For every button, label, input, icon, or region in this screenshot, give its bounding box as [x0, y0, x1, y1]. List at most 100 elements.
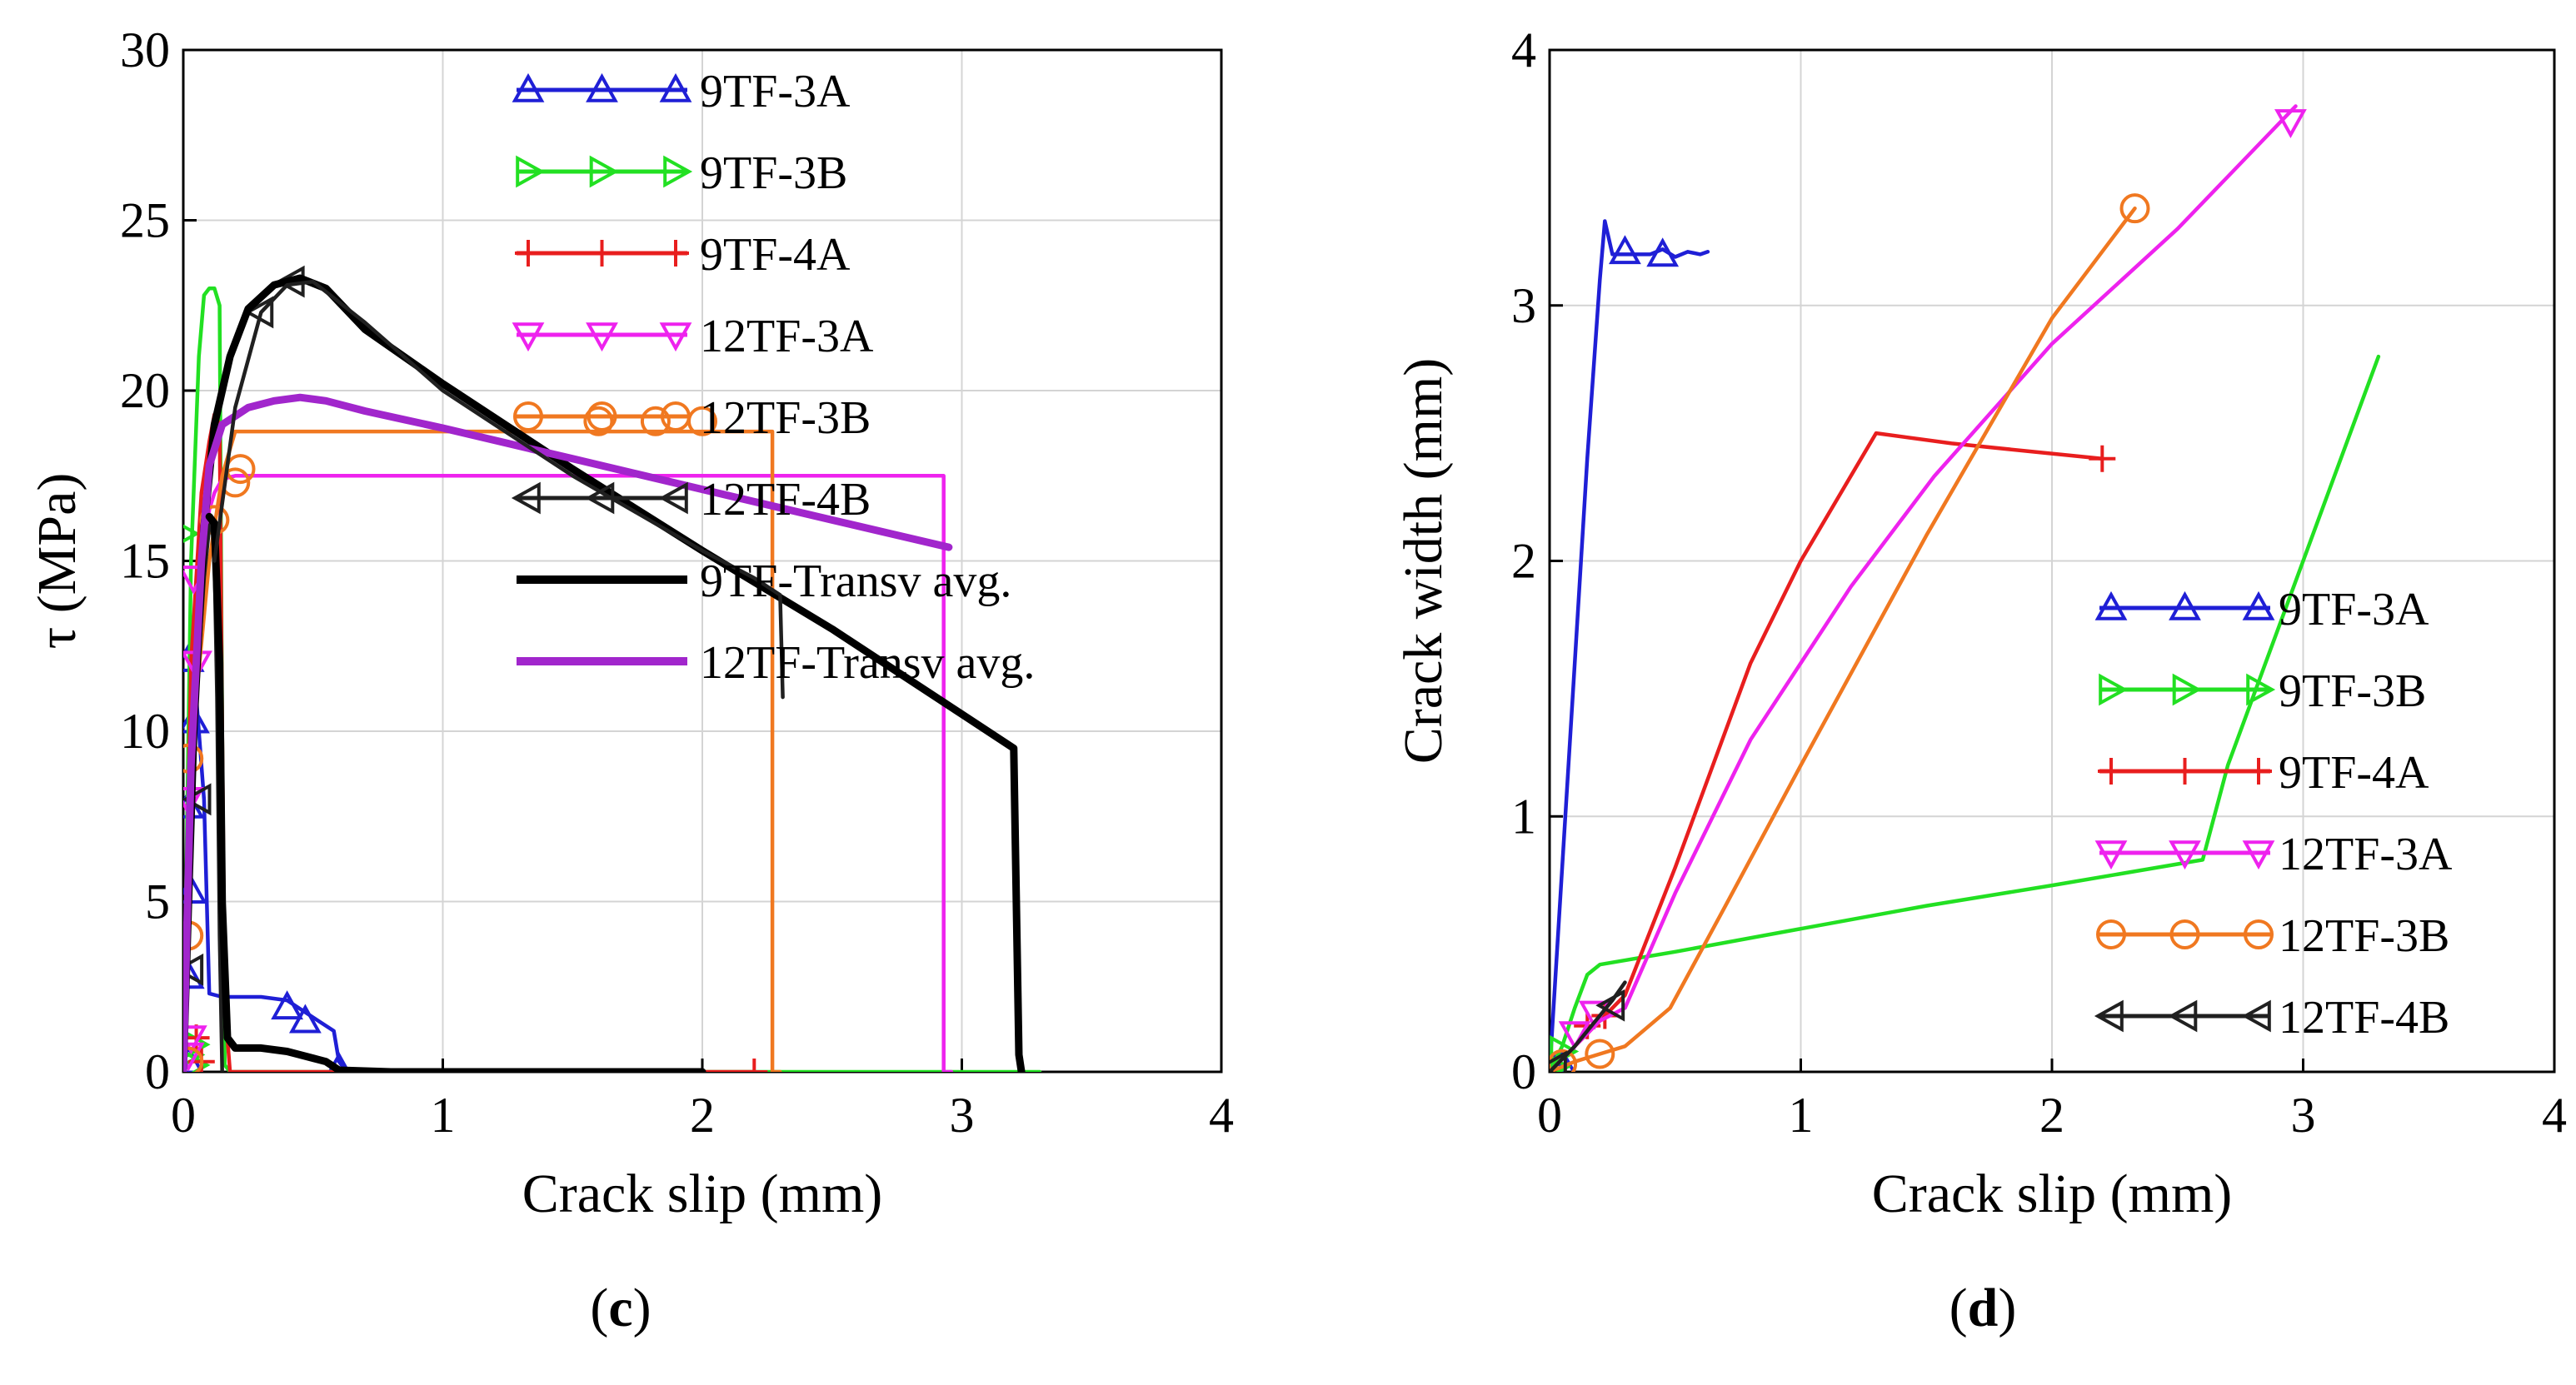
series-line-12tf-3b — [183, 429, 782, 1072]
y-tick-label: 10 — [120, 704, 170, 759]
legend-marker — [511, 481, 541, 515]
data-point-12tf-3a — [2274, 109, 2307, 139]
x-tick-label: 0 — [171, 1088, 196, 1143]
legend-marker — [2241, 999, 2271, 1033]
data-point-12tf-3b — [1550, 1049, 1578, 1072]
legend-marker — [512, 72, 545, 102]
legend-marker — [661, 401, 691, 431]
data-point-12tf-3b — [220, 467, 251, 498]
legend-marker — [2169, 590, 2201, 620]
chart-panel-c: 0 1 2 3 4 0 5 10 15 20 25 30 Crack slip (mm) τ (MPa) 9… — [27, 22, 1234, 1338]
legend-marker — [2094, 590, 2128, 620]
legend-label-12tf-3b: 12TF-3B — [2279, 910, 2449, 962]
x-tick-label: 3 — [2291, 1088, 2316, 1143]
series-line-12tf-4b — [1550, 980, 1627, 1072]
y-tick-label: 15 — [120, 534, 170, 589]
legend-marker — [659, 72, 692, 102]
data-point-12tf-3b — [640, 406, 671, 436]
data-point-9tf-3a — [1646, 237, 1680, 267]
x-tick-label: 4 — [1209, 1088, 1234, 1143]
data-point-9tf-3a — [1609, 235, 1641, 265]
panel-label: (d) — [1949, 1278, 2017, 1338]
data-point-9tf-3b — [183, 524, 201, 543]
legend-marker — [587, 401, 617, 431]
legend-marker — [663, 155, 693, 188]
y-tick-label: 30 — [120, 22, 170, 77]
legend-label-12tf-3a: 12TF-3A — [2279, 829, 2453, 880]
series-line-9tf-3a — [183, 695, 354, 1072]
data-point-9tf-3a — [289, 1004, 322, 1034]
y-tick-label: 2 — [1511, 534, 1536, 589]
x-tick-label: 3 — [950, 1088, 975, 1143]
legend-label-9tf-3b: 9TF-3B — [700, 147, 847, 199]
legend-marker — [662, 240, 689, 267]
y-tick-label: 1 — [1511, 789, 1536, 844]
legend-label-12tf-3b: 12TF-3B — [700, 392, 871, 444]
y-tick-label: 20 — [120, 363, 170, 418]
legend-label-9tf-4a: 9TF-4A — [2279, 747, 2429, 799]
data-point-12tf-3b — [183, 1046, 204, 1072]
legend-label-9tf-3a: 9TF-3A — [2279, 584, 2429, 635]
legend: 9TF-3A 9TF-3B 9TF-4A 12TF-3A 12TF-3B 12TF-4B — [2094, 584, 2453, 1044]
legend-marker — [2242, 590, 2275, 620]
x-tick-label: 0 — [1537, 1088, 1562, 1143]
legend-marker — [2171, 758, 2199, 785]
panel-label: (c) — [590, 1278, 651, 1338]
data-point-12tf-3b — [583, 406, 614, 436]
data-area — [1550, 104, 2381, 1072]
legend-label-12tf-4b: 12TF-4B — [700, 474, 871, 526]
x-tick-label: 1 — [1789, 1088, 1814, 1143]
series-line-9tf-4a — [183, 412, 756, 1072]
legend-marker — [586, 72, 618, 102]
series-line-12tf-transv-avg — [183, 393, 953, 1072]
x-axis-title: Crack slip (mm) — [522, 1163, 883, 1224]
legend-marker — [516, 155, 546, 188]
legend-marker — [515, 240, 542, 267]
data-point-9tf-4a — [2089, 445, 2116, 472]
legend-label-9tf-4a: 9TF-4A — [700, 229, 851, 281]
legend-marker — [588, 240, 616, 267]
legend-marker — [585, 481, 615, 515]
series-line-9tf-transv-avg-descending-branch — [205, 512, 706, 1072]
legend-marker — [659, 322, 692, 352]
y-tick-label: 25 — [120, 193, 170, 248]
legend-label-12tf-transv-avg: 12TF-Transv avg. — [700, 637, 1035, 689]
legend-marker — [2245, 758, 2272, 785]
data-point-12tf-4b — [1595, 989, 1625, 1022]
legend-marker — [586, 322, 618, 352]
legend-marker — [513, 401, 543, 431]
series-line-9tf-3b — [1550, 354, 2381, 1072]
legend-marker — [2094, 999, 2124, 1033]
data-point-9tf-3a — [271, 990, 303, 1020]
legend-label-12tf-4b: 12TF-4B — [2279, 992, 2449, 1044]
data-point-12tf-4b — [1550, 1050, 1567, 1072]
data-point-12tf-3a — [1558, 1021, 1591, 1051]
x-tick-label: 4 — [2542, 1088, 2567, 1143]
data-point-12tf-3b — [1585, 1039, 1615, 1069]
legend-marker — [589, 155, 619, 188]
legend-label-12tf-3a: 12TF-3A — [700, 311, 874, 362]
x-axis-title: Crack slip (mm) — [1872, 1163, 2233, 1224]
legend-label-9tf-3a: 9TF-3A — [700, 66, 851, 117]
legend-label-9tf-transv-avg: 9TF-Transv avg. — [700, 555, 1011, 607]
legend-marker — [658, 481, 688, 515]
x-tick-label: 2 — [2039, 1088, 2064, 1143]
legend-marker — [2172, 673, 2202, 706]
data-point-12tf-3b — [2119, 193, 2150, 224]
x-tick-label: 1 — [431, 1088, 456, 1143]
series-line-12tf-3b — [1550, 206, 2137, 1072]
x-tick-label: 2 — [690, 1088, 715, 1143]
y-tick-label: 0 — [145, 1044, 170, 1099]
series-line-9tf-4a — [1550, 431, 2104, 1072]
data-point-9tf-4a — [741, 1059, 768, 1072]
chart-panel-d: 0 1 2 3 4 0 1 2 3 4 Crack slip (mm) Crack width (mm… — [1393, 22, 2567, 1338]
legend-marker — [2242, 840, 2275, 870]
legend-marker — [2168, 999, 2198, 1033]
legend-marker — [2246, 673, 2276, 706]
series-line-12tf-4b-descending-branch — [212, 279, 785, 700]
legend-marker — [2169, 919, 2200, 949]
series-line-12tf-3a — [1550, 104, 2298, 1072]
y-axis-title: Crack width (mm) — [1393, 358, 1454, 765]
legend-marker — [2099, 673, 2129, 706]
